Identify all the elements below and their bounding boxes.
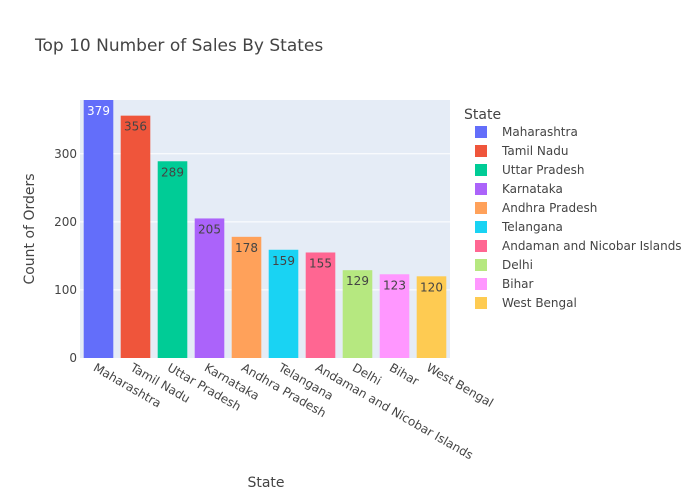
bar[interactable] bbox=[194, 218, 225, 358]
legend-label: Telangana bbox=[501, 220, 563, 234]
legend-item[interactable]: Delhi bbox=[475, 258, 533, 272]
x-tick-label: Bihar bbox=[387, 360, 421, 388]
bar[interactable] bbox=[305, 252, 336, 358]
legend-swatch bbox=[475, 126, 487, 138]
legend-item[interactable]: West Bengal bbox=[475, 296, 577, 310]
y-axis-ticks: 0 100 200 300 bbox=[54, 147, 77, 365]
y-tick-label: 300 bbox=[54, 147, 77, 161]
bar-labels: 379 356 289 205 178 159 155 129 123 120 bbox=[87, 104, 443, 294]
legend-item[interactable]: Bihar bbox=[475, 277, 534, 291]
bar[interactable] bbox=[157, 161, 188, 358]
legend-item[interactable]: Uttar Pradesh bbox=[475, 163, 584, 177]
bar[interactable] bbox=[83, 100, 114, 358]
bar[interactable] bbox=[120, 115, 151, 359]
bar-value-label: 205 bbox=[198, 222, 221, 236]
x-axis-title: State bbox=[247, 475, 284, 491]
legend-swatch bbox=[475, 145, 487, 157]
legend-item[interactable]: Andaman and Nicobar Islands bbox=[475, 239, 682, 253]
legend-swatch bbox=[475, 278, 487, 290]
bar-value-label: 129 bbox=[346, 274, 369, 288]
legend-label: Andaman and Nicobar Islands bbox=[502, 239, 682, 253]
bar[interactable] bbox=[416, 276, 447, 358]
legend-item[interactable]: Karnataka bbox=[475, 182, 563, 196]
legend-swatch bbox=[475, 297, 487, 309]
bar-value-label: 123 bbox=[383, 278, 406, 292]
bar-value-label: 356 bbox=[124, 120, 147, 134]
bar[interactable] bbox=[268, 249, 299, 358]
legend-label: Andhra Pradesh bbox=[502, 201, 597, 215]
legend-label: Maharashtra bbox=[502, 125, 578, 139]
legend-swatch bbox=[475, 240, 487, 252]
bar[interactable] bbox=[342, 270, 373, 358]
legend-swatch bbox=[475, 183, 487, 195]
y-tick-label: 0 bbox=[69, 351, 77, 365]
legend-label: Uttar Pradesh bbox=[502, 163, 584, 177]
bar-value-label: 379 bbox=[87, 104, 110, 118]
legend-swatch bbox=[475, 259, 487, 271]
legend-label: Delhi bbox=[502, 258, 533, 272]
legend-swatch bbox=[475, 221, 487, 233]
bar-value-label: 178 bbox=[235, 241, 258, 255]
legend-swatch bbox=[475, 164, 487, 176]
y-axis-title: Count of Orders bbox=[22, 173, 38, 284]
legend-item[interactable]: Maharashtra bbox=[475, 125, 578, 139]
legend-label: Tamil Nadu bbox=[501, 144, 568, 158]
bar-value-label: 155 bbox=[309, 256, 332, 270]
bar-value-label: 289 bbox=[161, 165, 184, 179]
bar-value-label: 120 bbox=[420, 280, 443, 294]
y-tick-label: 100 bbox=[54, 283, 77, 297]
bar-value-label: 159 bbox=[272, 254, 295, 268]
legend-title: State bbox=[464, 107, 501, 123]
legend-item[interactable]: Tamil Nadu bbox=[475, 144, 568, 158]
bar[interactable] bbox=[231, 236, 262, 358]
bar[interactable] bbox=[379, 274, 410, 358]
legend-label: West Bengal bbox=[502, 296, 577, 310]
legend: Maharashtra Tamil Nadu Uttar Pradesh Karnat… bbox=[475, 125, 682, 310]
x-tick-label: West Bengal bbox=[424, 360, 496, 410]
legend-label: Karnataka bbox=[502, 182, 563, 196]
y-tick-label: 200 bbox=[54, 215, 77, 229]
bars bbox=[83, 100, 447, 359]
legend-label: Bihar bbox=[502, 277, 534, 291]
chart-title: Top 10 Number of Sales By States bbox=[34, 36, 323, 56]
legend-item[interactable]: Andhra Pradesh bbox=[475, 201, 597, 215]
legend-swatch bbox=[475, 202, 487, 214]
legend-item[interactable]: Telangana bbox=[475, 220, 563, 234]
